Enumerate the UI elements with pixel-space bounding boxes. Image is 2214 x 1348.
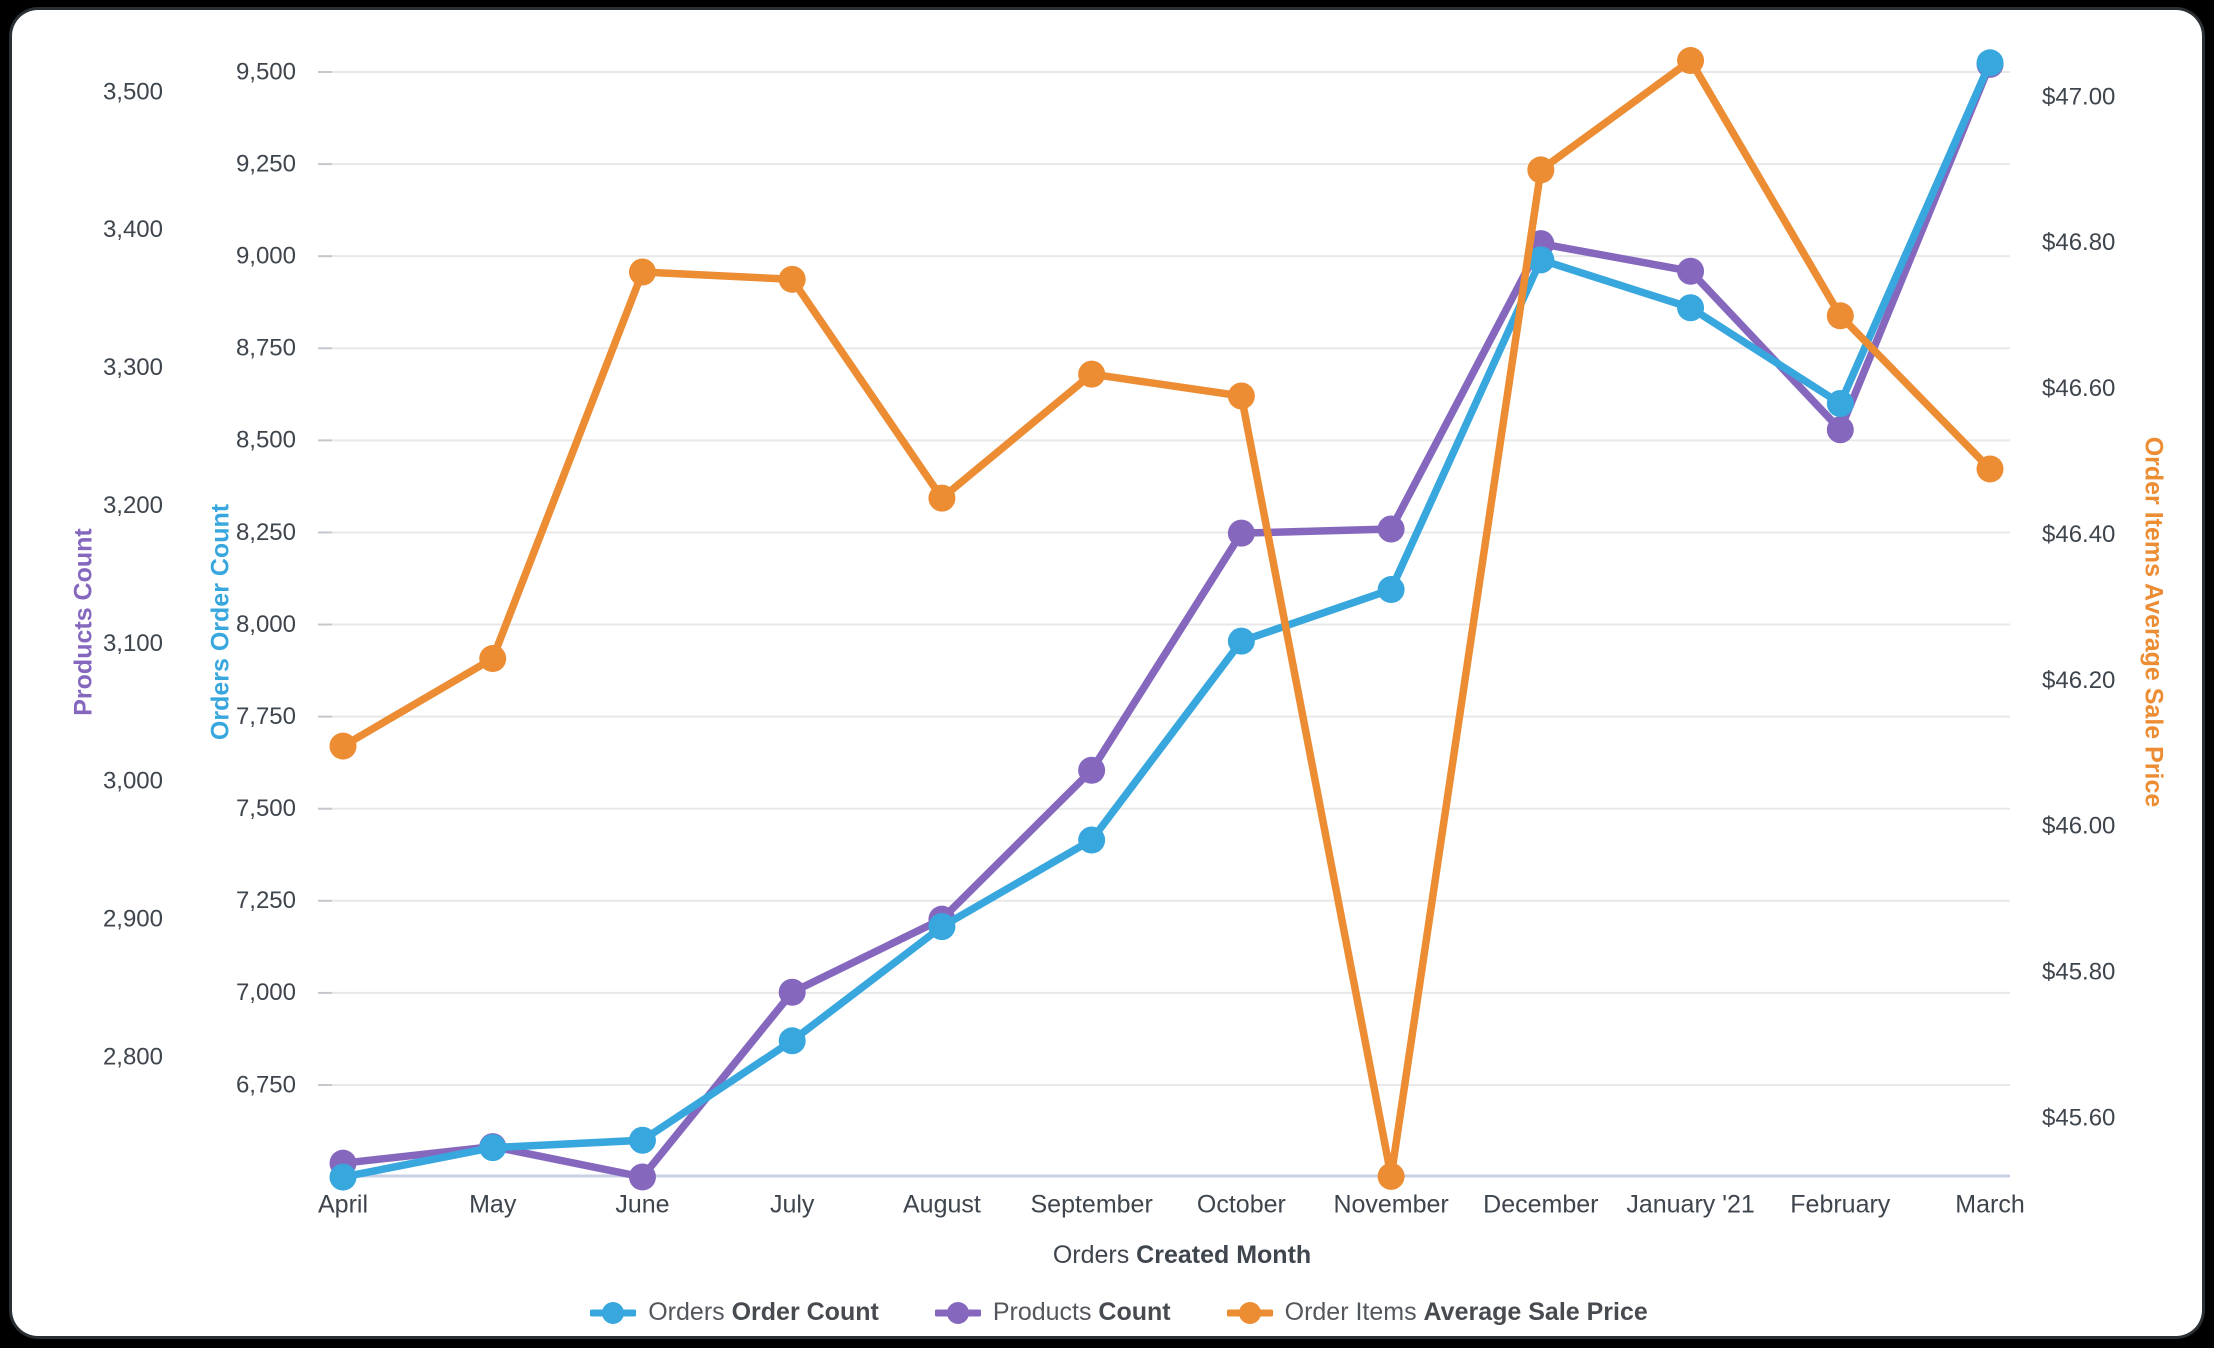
legend-marker-icon xyxy=(934,1301,981,1324)
x-axis-title-view: Orders xyxy=(1052,1241,1130,1269)
legend-item-order-count[interactable]: Orders Order Count xyxy=(590,1298,879,1327)
legend-item-count[interactable]: Products Count xyxy=(934,1298,1171,1327)
axis-title-products-count: Products Count xyxy=(69,528,98,716)
x-axis-title-field: Created Month xyxy=(1136,1241,1312,1269)
axis-title-order-items-average-sale-price: Order Items Average Sale Price xyxy=(2139,436,2168,808)
legend-item-label: Orders Order Count xyxy=(648,1298,879,1326)
legend: Orders Order Count Products Count Order It… xyxy=(12,1298,2214,1327)
chart-card: Products Count Orders Order Count Order … xyxy=(12,10,2202,1336)
legend-marker-icon xyxy=(1226,1301,1273,1324)
x-axis-title: Orders Created Month xyxy=(342,1241,2022,1270)
legend-marker-icon xyxy=(590,1301,637,1324)
legend-item-label: Products Count xyxy=(992,1298,1171,1326)
legend-item-label: Order Items Average Sale Price xyxy=(1284,1298,1648,1326)
legend-item-average-sale-price[interactable]: Order Items Average Sale Price xyxy=(1226,1298,1648,1327)
axis-title-orders-order-count: Orders Order Count xyxy=(206,503,235,741)
